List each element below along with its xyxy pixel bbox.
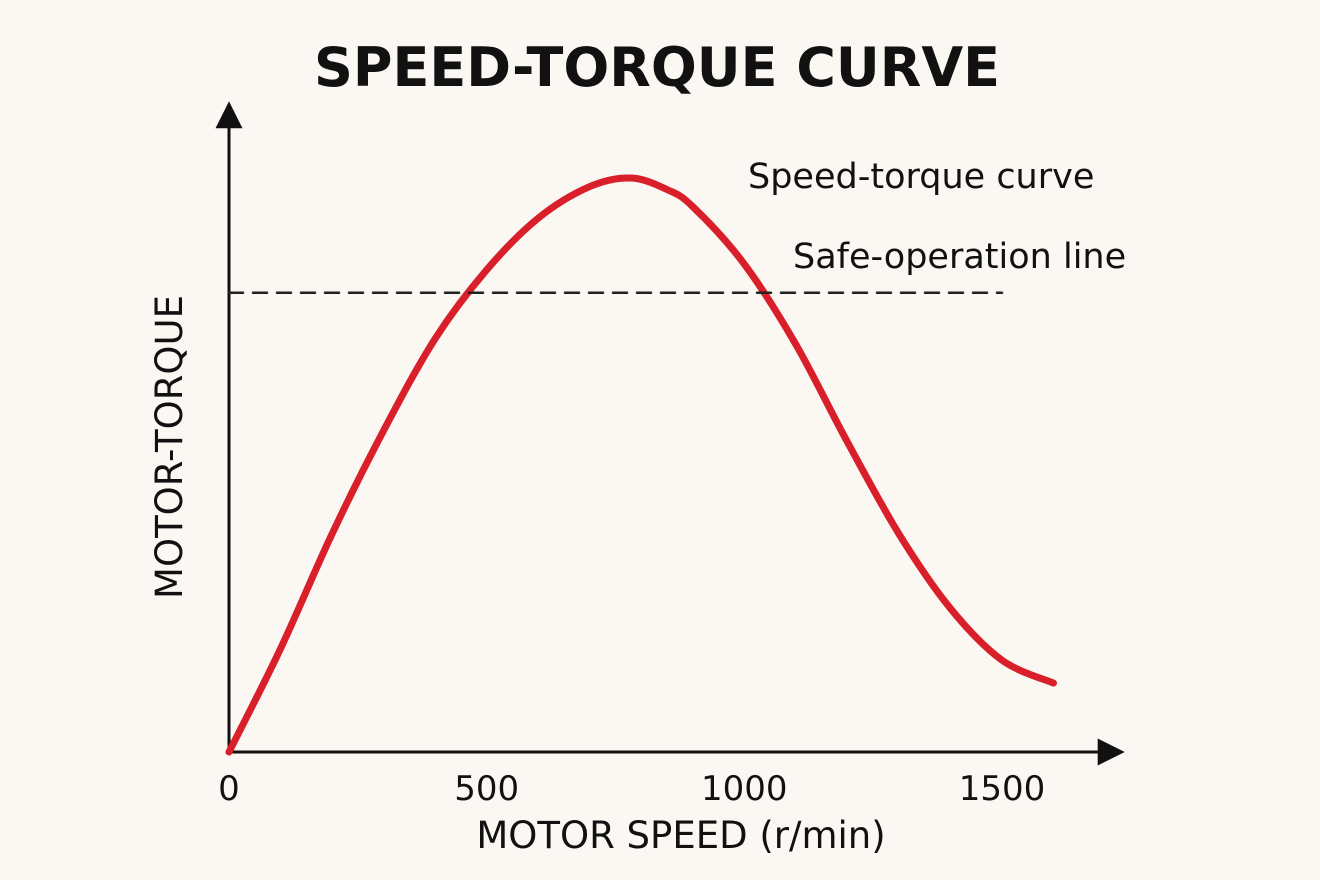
series-layer bbox=[225, 174, 1057, 756]
chart-title: SPEED-TORQUE CURVE bbox=[314, 36, 1000, 99]
x-axis-label: MOTOR SPEED (r/min) bbox=[476, 814, 885, 857]
x-tick-label: 500 bbox=[454, 769, 519, 809]
x-tick-label: 0 bbox=[218, 769, 240, 809]
legend-label-speed-torque: Speed-torque curve bbox=[748, 157, 1094, 197]
y-axis-label: MOTOR-TORQUE bbox=[148, 295, 191, 599]
speed-torque-curve-line bbox=[225, 174, 1057, 756]
legend-label-safe-operation: Safe-operation line bbox=[793, 237, 1126, 277]
x-tick-label: 1500 bbox=[959, 769, 1046, 809]
x-tick-label: 1000 bbox=[701, 769, 788, 809]
x-tick-labels: 0 500 1000 1500 bbox=[218, 769, 1045, 809]
